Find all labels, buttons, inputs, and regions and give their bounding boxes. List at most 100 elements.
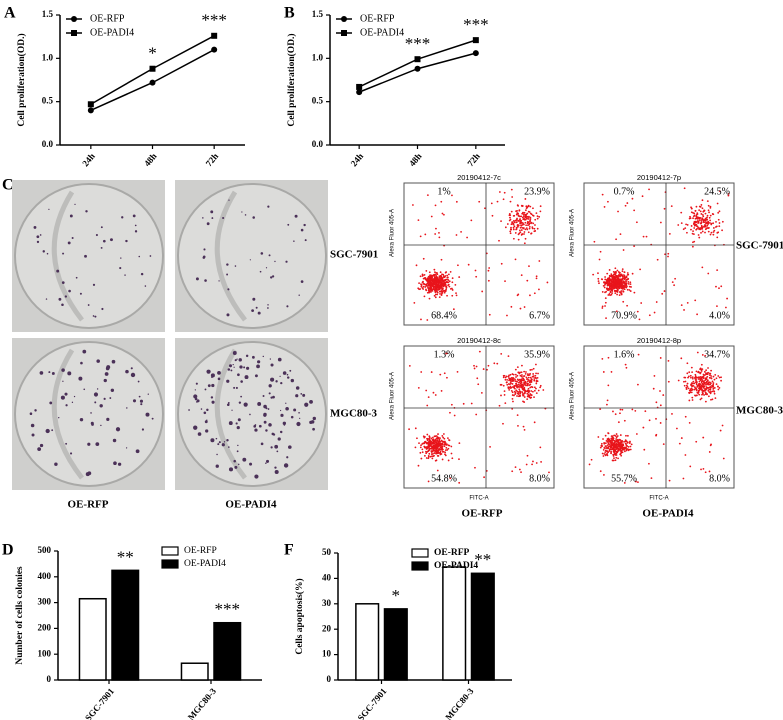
event — [625, 449, 628, 452]
colony — [210, 396, 214, 399]
colony — [270, 377, 275, 382]
event — [631, 408, 634, 411]
event — [523, 428, 526, 431]
y-axis-label: Number of cells colonies — [15, 566, 25, 665]
quadrant-percent: 8.0% — [529, 473, 550, 484]
event — [602, 455, 605, 457]
event — [697, 234, 700, 236]
event — [701, 230, 704, 233]
colony — [217, 443, 220, 446]
event — [615, 438, 618, 440]
event — [611, 292, 613, 294]
y-tick-label: 40 — [322, 572, 332, 582]
event — [447, 459, 450, 462]
event — [434, 280, 437, 283]
event — [537, 389, 540, 392]
flow-x-label: FITC-A — [649, 496, 668, 502]
event — [488, 313, 491, 316]
event — [488, 267, 491, 269]
event — [521, 226, 524, 229]
event — [427, 449, 430, 452]
colony — [112, 438, 117, 443]
event — [710, 377, 713, 379]
event — [715, 383, 718, 386]
event — [700, 204, 703, 206]
event — [513, 225, 516, 228]
event — [428, 280, 431, 283]
event — [608, 274, 611, 277]
event — [620, 292, 623, 295]
event — [616, 290, 619, 292]
event — [506, 381, 508, 384]
event — [702, 467, 705, 470]
event — [535, 382, 538, 385]
colony — [144, 285, 147, 287]
event — [686, 382, 689, 385]
column-label: OE-PADI4 — [642, 508, 694, 520]
colony — [268, 254, 271, 257]
event — [434, 293, 437, 296]
event — [707, 230, 710, 233]
event — [720, 285, 723, 288]
event — [436, 285, 438, 288]
event — [509, 230, 512, 233]
event — [616, 293, 618, 296]
colony — [270, 276, 273, 279]
colony — [203, 411, 207, 415]
event — [522, 213, 525, 216]
legend-swatch — [411, 561, 429, 571]
event — [434, 287, 437, 290]
event — [597, 280, 600, 283]
colony — [239, 365, 243, 369]
event — [702, 436, 705, 439]
event — [509, 216, 511, 219]
dish-reflection — [51, 190, 84, 322]
colony — [132, 214, 136, 218]
event — [702, 373, 705, 376]
event — [496, 200, 499, 203]
quadrant-percent: 6.7% — [529, 310, 550, 321]
event — [425, 457, 428, 459]
event — [618, 294, 621, 297]
event — [636, 310, 639, 313]
event — [655, 433, 658, 436]
event — [524, 198, 527, 200]
legend-swatch — [161, 546, 179, 556]
event — [623, 271, 626, 274]
flow-y-label: Alexa Fluor 405-A — [390, 209, 396, 257]
colony — [64, 295, 68, 298]
event — [481, 290, 484, 293]
colony — [71, 237, 74, 240]
event — [431, 455, 433, 458]
colony — [310, 420, 315, 424]
event — [420, 444, 422, 447]
event — [606, 284, 609, 287]
colony — [125, 369, 129, 374]
colony — [238, 463, 240, 466]
event — [691, 377, 694, 380]
event — [592, 273, 595, 276]
event — [421, 287, 424, 289]
event — [624, 447, 627, 450]
event — [434, 441, 437, 444]
y-tick-label: 1.0 — [42, 52, 54, 62]
event — [695, 440, 698, 443]
event — [531, 463, 533, 466]
event — [691, 388, 694, 391]
event — [512, 237, 515, 240]
event — [683, 187, 686, 190]
event — [610, 452, 612, 454]
event — [655, 301, 658, 303]
colony — [39, 443, 44, 448]
event — [538, 288, 540, 291]
colony — [265, 462, 267, 464]
event — [506, 223, 509, 225]
event — [510, 210, 513, 213]
event — [428, 448, 431, 451]
colony — [45, 428, 50, 434]
event — [480, 391, 483, 394]
event — [617, 457, 619, 460]
colony — [216, 453, 218, 456]
event — [529, 216, 532, 219]
event — [524, 372, 527, 375]
